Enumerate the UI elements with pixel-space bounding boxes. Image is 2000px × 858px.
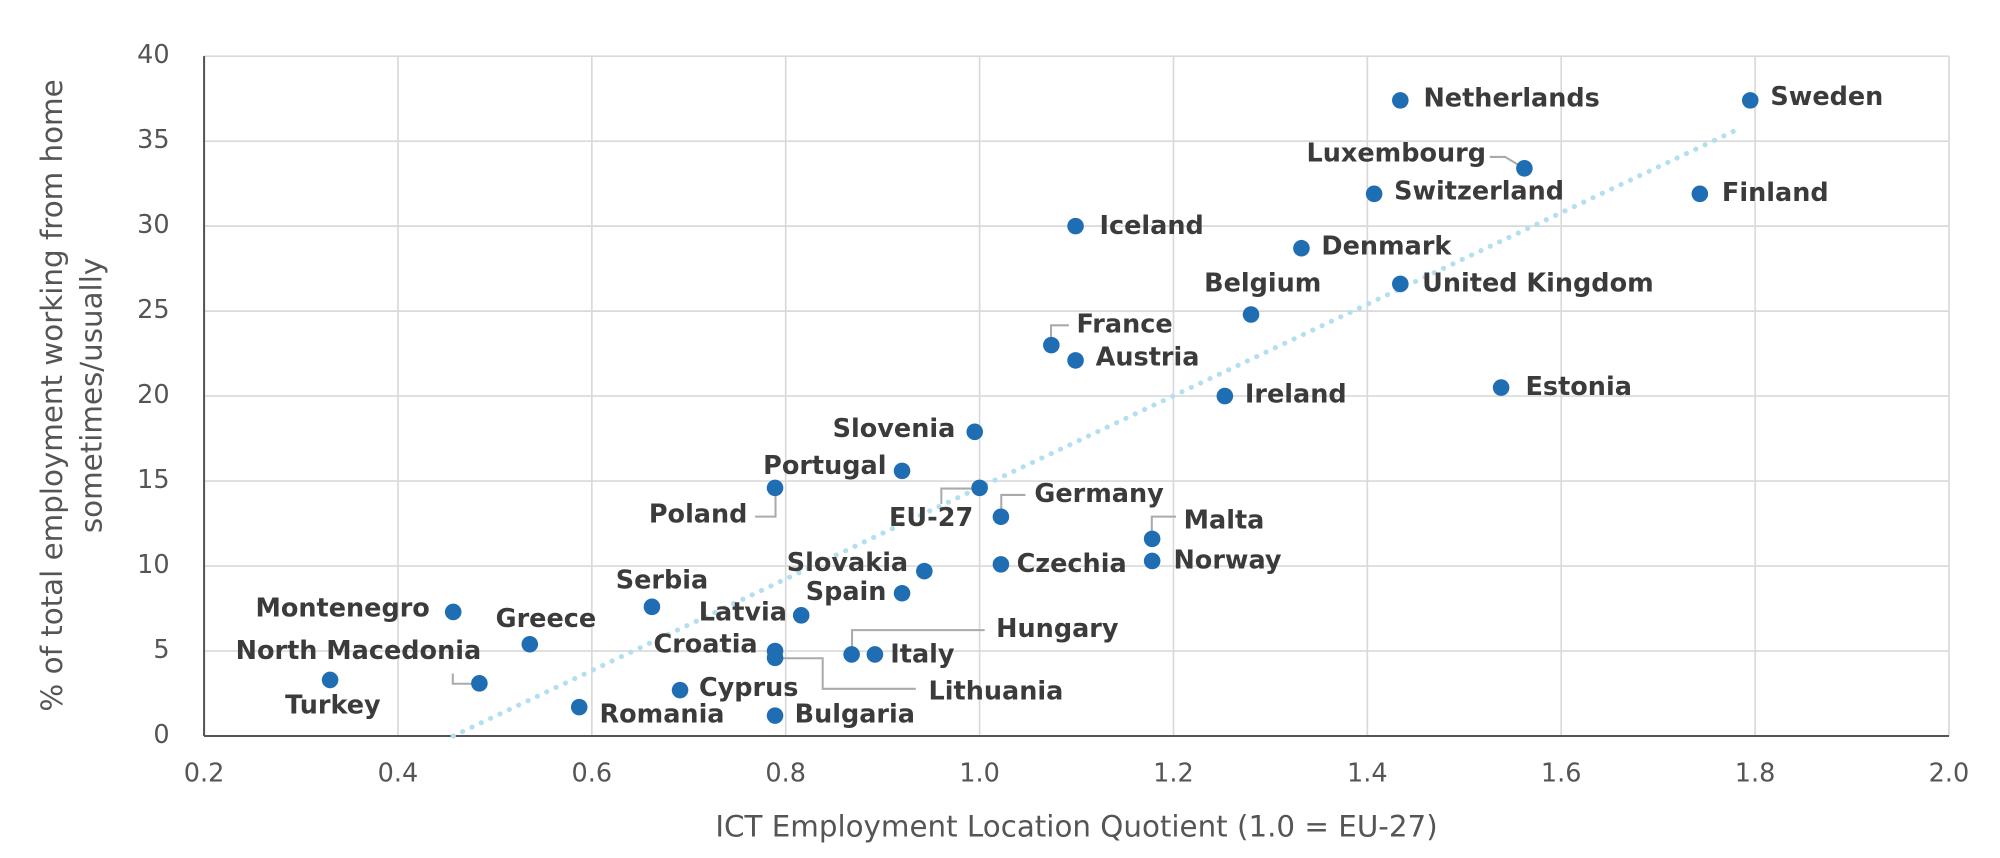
y-tick-label: 15 [137,465,169,495]
point-label: Cyprus [699,673,799,703]
point-label: Italy [890,640,955,670]
point-label: Portugal [763,451,886,481]
y-tick-label: 0 [153,720,169,750]
point-label: EU-27 [889,503,973,533]
point-label: Denmark [1321,231,1452,261]
point-label: Slovenia [833,414,956,444]
y-tick-label: 5 [153,635,169,665]
point [570,698,588,716]
leader-line [940,487,975,504]
point [444,603,462,621]
point [1043,336,1060,354]
point-label: Malta [1184,506,1265,536]
point-label: Slovakia [787,548,908,578]
point-label: France [1077,309,1173,339]
point [1492,379,1510,396]
point-label: Finland [1722,178,1829,208]
point-label: North Macedonia [236,636,482,666]
point [1516,160,1533,177]
point [1365,185,1383,203]
point [766,707,784,724]
point [992,508,1010,526]
point-label: Sweden [1770,82,1883,112]
point-label: Austria [1096,342,1200,372]
point-label: Switzerland [1394,177,1564,207]
point [1067,352,1084,369]
point-label: Croatia [653,629,757,659]
point [1143,552,1161,570]
y-tick-label: 20 [137,380,169,410]
point-label: Iceland [1099,211,1203,241]
point [1216,387,1234,405]
point-label: Norway [1173,545,1281,575]
point-label: Romania [599,700,724,730]
point-label: United Kingdom [1422,268,1653,298]
x-tick-label: 2.0 [1929,758,1970,788]
point [766,479,784,497]
point-label: Hungary [996,614,1119,644]
leader-line [451,673,480,685]
point-label: Montenegro [256,594,430,624]
x-tick-label: 1.8 [1735,758,1776,788]
point-label: Lithuania [929,677,1064,707]
point [1067,217,1084,235]
point [792,607,810,624]
x-tick-label: 0.8 [765,758,806,788]
point-label: Ireland [1245,379,1347,409]
y-tick-label: 25 [137,295,169,325]
point [1741,92,1759,109]
point-label: Netherlands [1423,84,1599,114]
point-label: Czechia [1017,549,1127,579]
x-tick-label: 0.4 [378,758,419,788]
point [1691,185,1709,203]
point [893,462,911,480]
point-label: Turkey [285,691,381,721]
point-label: Poland [649,499,748,529]
point-label: Serbia [616,566,708,596]
x-tick-label: 1.4 [1347,758,1388,788]
point [843,646,860,663]
point-label: Spain [806,577,887,607]
point [1392,275,1409,293]
point [916,562,933,580]
point [471,675,488,692]
leader-line [775,657,916,690]
point-label: Bulgaria [795,700,915,730]
point [971,479,988,497]
x-tick-label: 1.6 [1541,758,1582,788]
x-tick-label: 0.6 [572,758,613,788]
point [893,584,911,602]
y-tick-label: 30 [137,210,169,240]
x-axis-title: ICT Employment Location Quotient (1.0 = … [715,809,1437,843]
y-tick-label: 10 [137,550,169,580]
point-label: Latvia [699,598,787,628]
point [1242,306,1260,323]
y-tick-label: 35 [137,125,169,155]
point-label: Belgium [1204,268,1321,298]
y-axis-title: % of total employment working from home [35,79,69,711]
point-label: Luxembourg [1306,138,1485,168]
point-label: Greece [496,604,597,634]
point [1143,530,1161,548]
point [992,556,1010,573]
leader-line [755,488,777,518]
x-tick-label: 1.0 [959,758,1000,788]
point [766,649,784,667]
point [643,598,661,616]
point [1293,239,1310,257]
point-label: Estonia [1526,372,1632,402]
trendline [450,125,1745,739]
y-axis-title: sometimes/usually [75,258,109,533]
y-tick-label: 40 [137,40,169,70]
point [866,646,884,663]
point [321,671,339,689]
x-tick-label: 0.2 [184,758,225,788]
x-tick-label: 1.2 [1153,758,1194,788]
point [966,423,984,441]
point [671,681,689,699]
point [1392,92,1409,109]
point-label: Germany [1034,479,1164,509]
point [521,635,539,653]
